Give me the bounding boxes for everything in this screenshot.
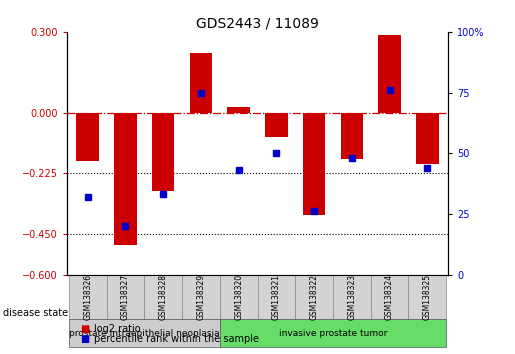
Text: percentile rank within the sample: percentile rank within the sample bbox=[94, 334, 259, 344]
Bar bbox=[340, 113, 363, 159]
Text: GSM138323: GSM138323 bbox=[347, 274, 356, 320]
Text: GSM138326: GSM138326 bbox=[83, 274, 92, 320]
Text: GSM138322: GSM138322 bbox=[310, 274, 319, 320]
Text: ■: ■ bbox=[80, 334, 89, 344]
Bar bbox=[303, 113, 325, 215]
Text: GSM138329: GSM138329 bbox=[196, 274, 205, 320]
Bar bbox=[182, 275, 220, 319]
Bar bbox=[144, 275, 182, 319]
Bar bbox=[69, 275, 107, 319]
Bar bbox=[152, 113, 175, 191]
Bar bbox=[220, 319, 446, 347]
Bar bbox=[408, 275, 446, 319]
Bar bbox=[114, 113, 137, 245]
Text: log2 ratio: log2 ratio bbox=[94, 324, 141, 333]
Bar bbox=[227, 107, 250, 113]
Text: GSM138324: GSM138324 bbox=[385, 274, 394, 320]
Text: disease state: disease state bbox=[3, 308, 67, 318]
Bar bbox=[333, 275, 371, 319]
Bar bbox=[220, 275, 258, 319]
Bar bbox=[265, 113, 288, 137]
Text: GSM138327: GSM138327 bbox=[121, 274, 130, 320]
Text: GSM138321: GSM138321 bbox=[272, 274, 281, 320]
Bar bbox=[190, 53, 212, 113]
Text: invasive prostate tumor: invasive prostate tumor bbox=[279, 329, 387, 337]
Bar bbox=[295, 275, 333, 319]
Bar bbox=[258, 275, 295, 319]
Bar bbox=[378, 35, 401, 113]
Bar bbox=[371, 275, 408, 319]
Text: GSM138328: GSM138328 bbox=[159, 274, 168, 320]
Text: GSM138325: GSM138325 bbox=[423, 274, 432, 320]
Text: GSM138320: GSM138320 bbox=[234, 274, 243, 320]
Bar bbox=[69, 319, 220, 347]
Text: prostate intraepithelial neoplasia: prostate intraepithelial neoplasia bbox=[69, 329, 219, 337]
Text: ■: ■ bbox=[80, 324, 89, 333]
Bar bbox=[416, 113, 439, 164]
Bar bbox=[76, 113, 99, 161]
Title: GDS2443 / 11089: GDS2443 / 11089 bbox=[196, 17, 319, 31]
Bar bbox=[107, 275, 144, 319]
